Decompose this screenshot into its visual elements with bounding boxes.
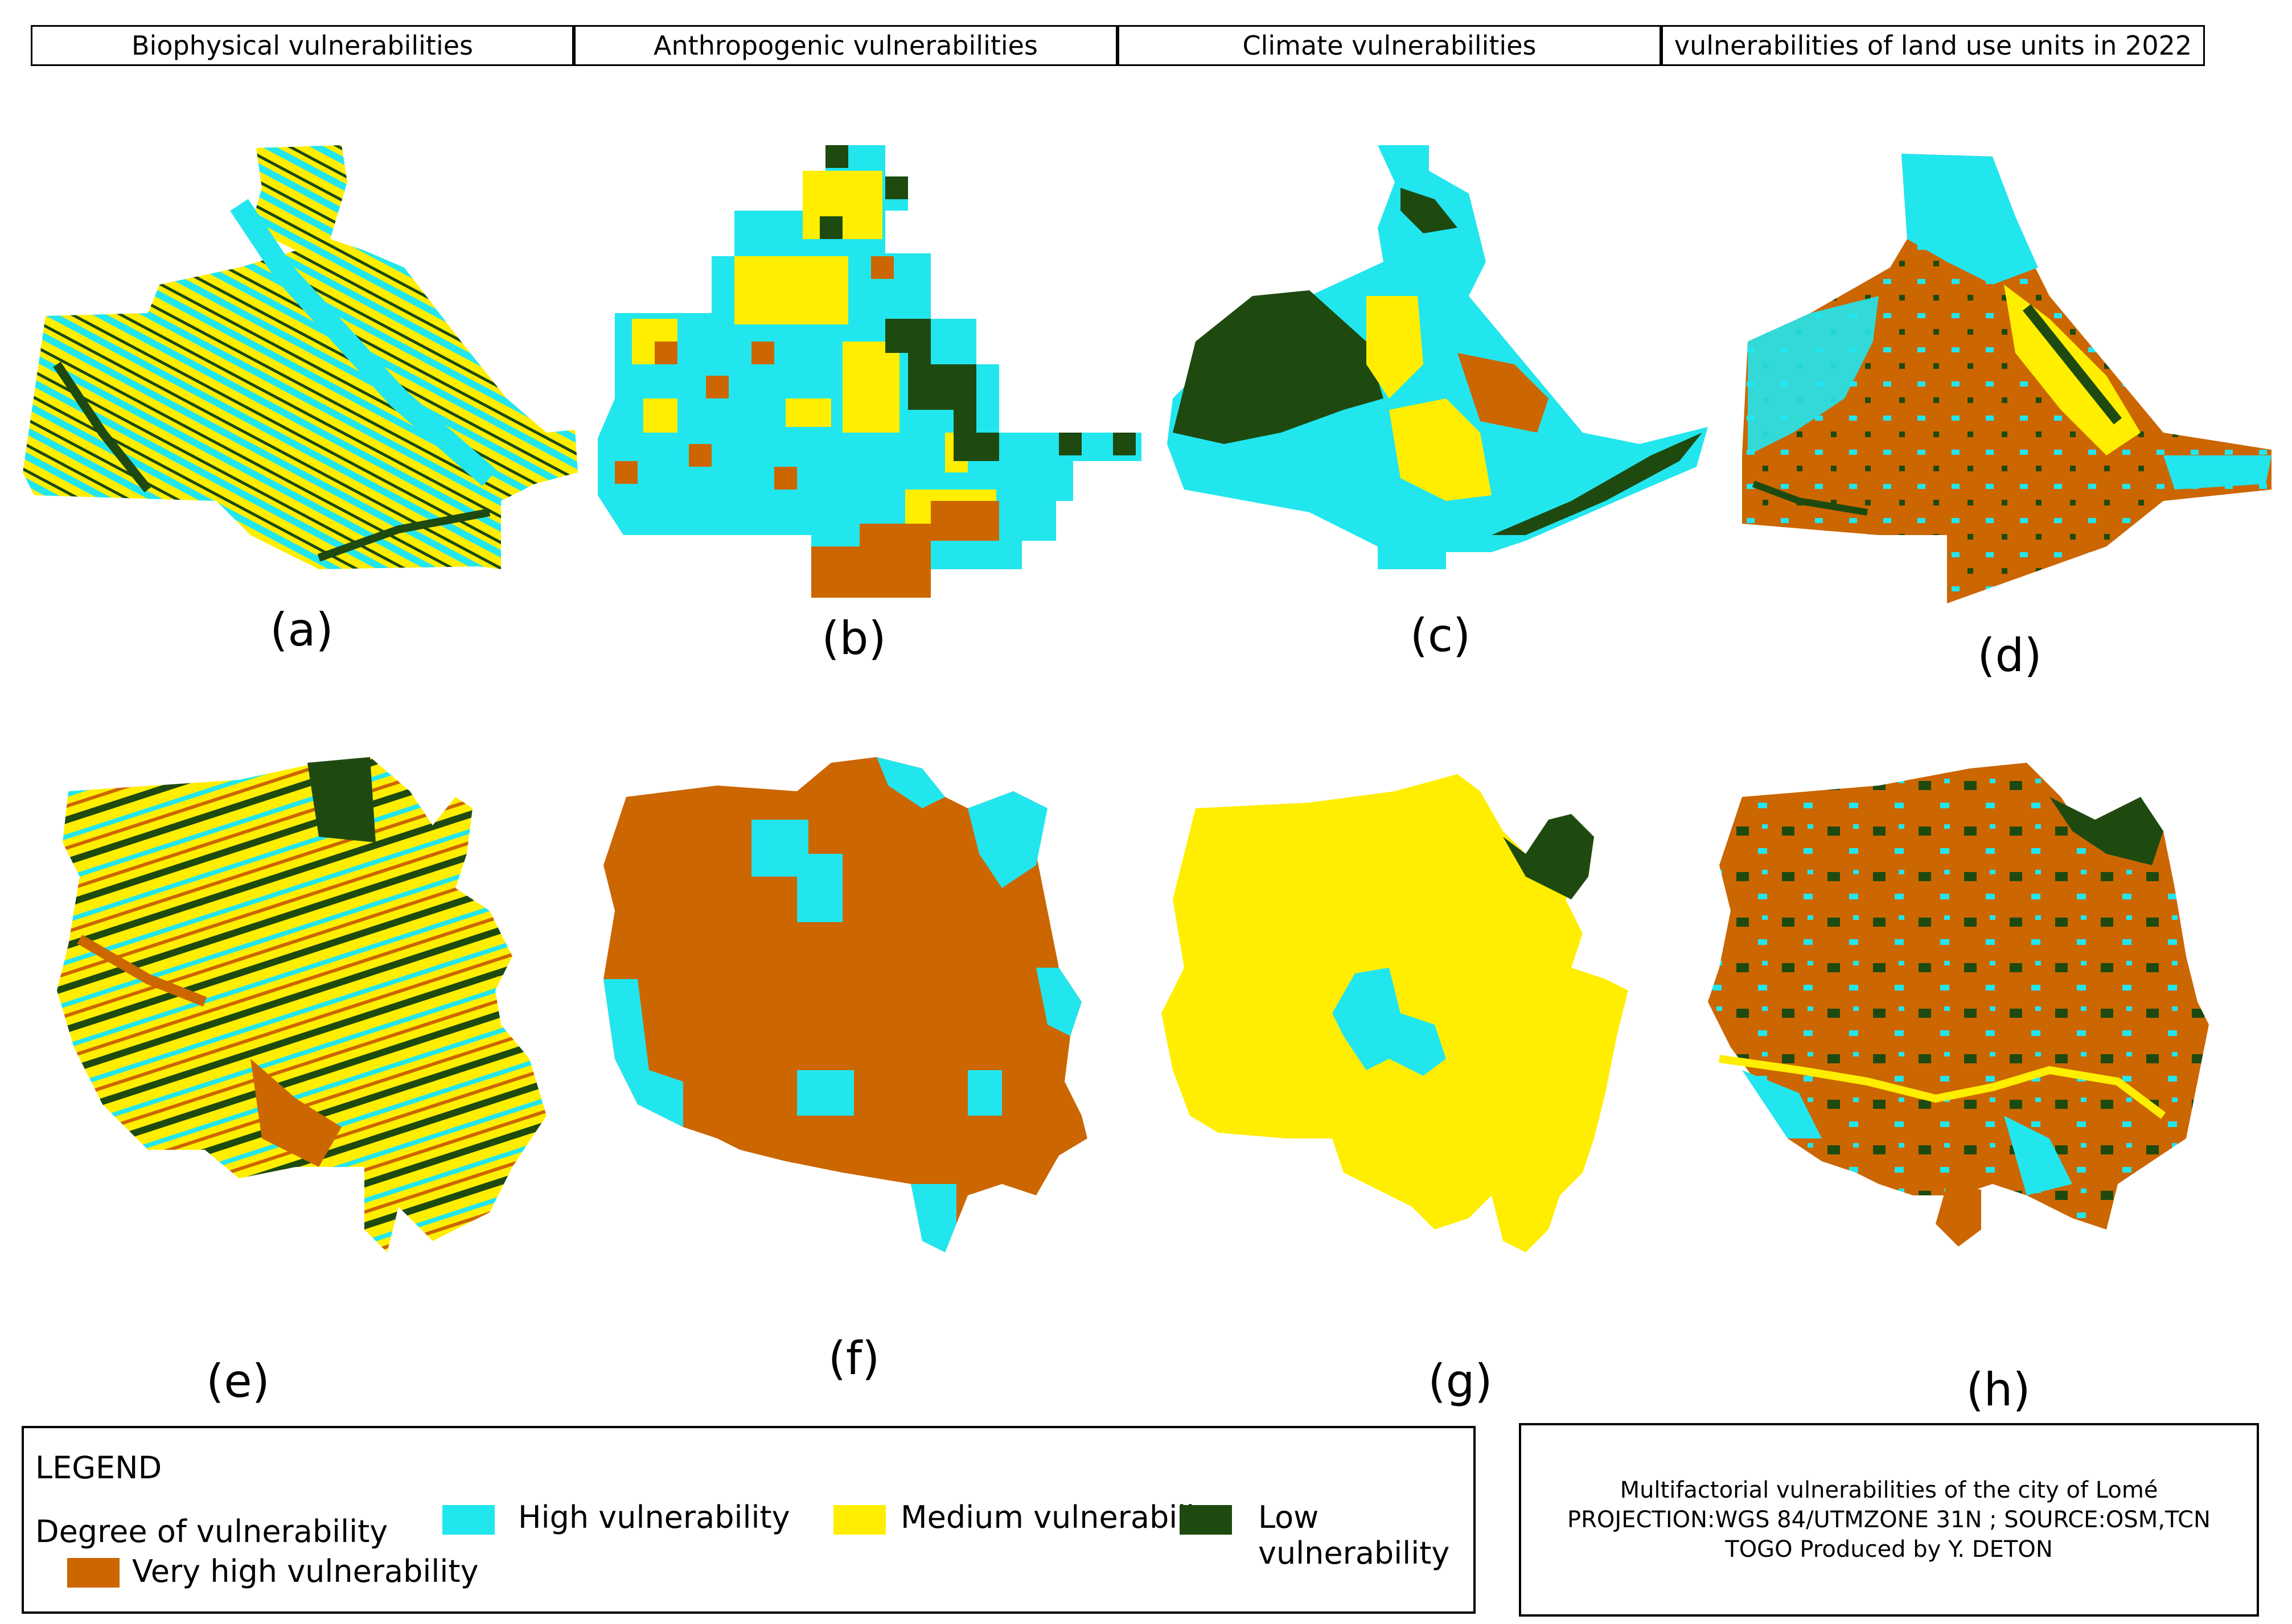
panel-label-a: (a) (270, 603, 333, 656)
map-h-land-use (1708, 763, 2209, 1247)
map-info-box: Multifactorial vulnerabilities of the ci… (1519, 1423, 2259, 1617)
swatch-low (1180, 1505, 1232, 1535)
legend-title: LEGEND (35, 1450, 162, 1486)
panel-label-e: (e) (206, 1355, 270, 1408)
map-a-biophysical (23, 145, 578, 569)
map-e-biophysical (57, 757, 547, 1252)
legend-label-high: High vulnerability (518, 1499, 790, 1535)
legend-label-low: Low vulnerability (1258, 1499, 1473, 1571)
swatch-very-high (67, 1558, 120, 1588)
legend-box: LEGEND Degree of vulnerability High vuln… (22, 1426, 1476, 1614)
panel-label-h: (h) (1966, 1363, 2030, 1416)
info-credit: TOGO Produced by Y. DETON (1725, 1535, 2052, 1564)
legend-subtitle: Degree of vulnerability (35, 1514, 388, 1549)
map-f-anthropogenic (603, 757, 1087, 1252)
panel-label-d: (d) (1977, 629, 2042, 682)
legend-label-very-high: Very high vulnerability (132, 1553, 479, 1589)
map-b-anthropogenic (598, 145, 1141, 598)
panel-label-b: (b) (821, 612, 886, 665)
map-d-land-use (1742, 154, 2272, 603)
swatch-medium (833, 1505, 886, 1535)
panel-label-g: (g) (1428, 1355, 1492, 1408)
info-projection: PROJECTION:WGS 84/UTMZONE 31N ; SOURCE:O… (1567, 1505, 2211, 1535)
panel-label-f: (f) (828, 1332, 880, 1385)
info-title: Multifactorial vulnerabilities of the ci… (1620, 1475, 2158, 1505)
swatch-high (442, 1505, 495, 1535)
legend-label-medium: Medium vulnerability (901, 1499, 1225, 1535)
map-c-climate (1167, 145, 1708, 569)
panel-label-c: (c) (1410, 609, 1471, 662)
map-g-climate (1161, 774, 1628, 1252)
